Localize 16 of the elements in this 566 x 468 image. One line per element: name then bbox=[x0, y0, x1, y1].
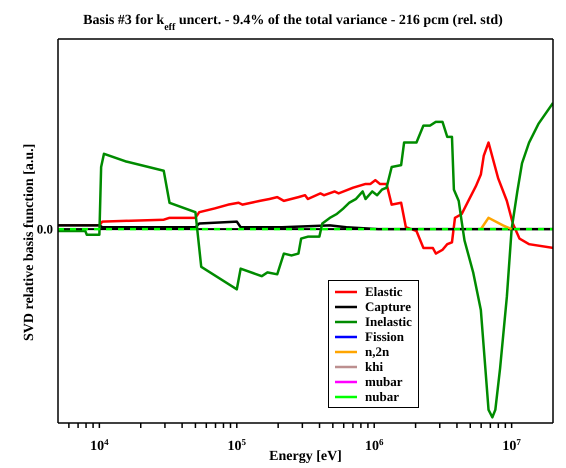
x-tick-label: 10$^{5}$ bbox=[228, 437, 247, 454]
x-tick-label: 10$^{4}$ bbox=[90, 437, 110, 454]
legend-label: Capture bbox=[365, 298, 411, 314]
legend-label: nubar bbox=[365, 388, 399, 404]
legend-label: khi bbox=[365, 358, 384, 374]
ref-line-label: 0.0 bbox=[36, 222, 53, 237]
legend-label: Elastic bbox=[365, 284, 403, 300]
legend-label: Inelastic bbox=[365, 314, 412, 330]
chart-title: Basis #3 for k$_{eff}$ uncert. - 9.4% of the total variance - 216 pcm (rel. std) bbox=[83, 13, 504, 32]
x-tick-label: 10$^{6}$ bbox=[364, 437, 384, 454]
x-axis-title: Energy [eV] bbox=[269, 449, 342, 464]
legend-label: n,2n bbox=[365, 344, 390, 360]
legend-label: Fission bbox=[365, 328, 404, 344]
x-tick-label: 10$^{7}$ bbox=[502, 437, 522, 454]
y-axis-title: SVD relative basis function [a.u.] bbox=[22, 144, 37, 341]
legend-label: mubar bbox=[365, 374, 403, 390]
